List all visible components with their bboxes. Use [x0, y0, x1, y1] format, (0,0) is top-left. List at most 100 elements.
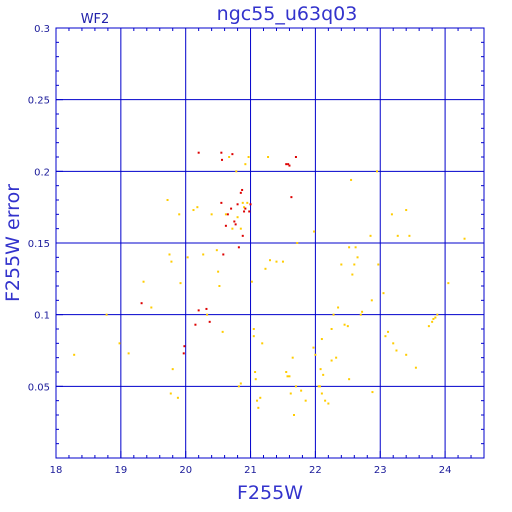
yellow-data-point — [250, 280, 253, 283]
red-data-point — [287, 163, 290, 166]
yellow-data-point — [150, 306, 153, 309]
yellow-data-point — [215, 249, 218, 252]
axis-ticks: 18 19 20 21 22 23 24 0.05 0.1 0.15 0.2 0.25 0.3 — [28, 24, 484, 476]
yellow-data-point — [327, 402, 330, 405]
red-data-point — [236, 203, 239, 206]
yellow-data-point — [313, 230, 316, 233]
yellow-data-point — [359, 313, 362, 316]
yellow-data-point — [361, 310, 364, 313]
yellow-data-point — [292, 414, 295, 416]
yellow-data-point — [289, 392, 292, 395]
yellow-data-point — [436, 313, 439, 316]
yellow-data-point — [228, 156, 231, 158]
yellow-data-point — [217, 270, 220, 273]
red-data-point — [237, 246, 240, 249]
yellow-data-point — [335, 356, 338, 359]
red-data-point — [197, 151, 200, 154]
yellow-data-point — [330, 328, 333, 330]
red-data-point — [208, 320, 211, 323]
yellow-data-point — [300, 389, 303, 392]
yellow-data-point — [244, 163, 247, 166]
yellow-data-point — [236, 216, 239, 219]
red-data-point — [248, 210, 251, 213]
yellow-data-point — [288, 375, 291, 378]
red-data-point — [241, 188, 244, 191]
yellow-data-point — [427, 325, 430, 328]
yellow-data-point — [431, 320, 434, 323]
yellow-data-point — [351, 273, 354, 276]
yellow-data-point — [218, 285, 221, 287]
yellow-data-point — [243, 206, 246, 209]
yellow-data-point — [387, 330, 390, 333]
yellow-data-point — [408, 234, 411, 237]
x-tick-label: 18 — [50, 465, 63, 476]
yellow-data-point — [319, 368, 322, 371]
yellow-data-point — [348, 246, 351, 249]
yellow-data-point — [239, 227, 242, 230]
yellow-data-point — [286, 375, 289, 378]
yellow-data-point — [314, 353, 317, 356]
yellow-data-point — [317, 385, 320, 388]
yellow-data-point — [267, 156, 270, 158]
red-data-point — [222, 253, 225, 256]
yellow-data-point — [275, 260, 278, 263]
y-axis-label: F255W error — [2, 184, 24, 302]
yellow-data-point — [320, 392, 323, 395]
yellow-data-point — [186, 256, 189, 259]
red-data-point — [220, 201, 223, 204]
red-data-point — [231, 153, 234, 156]
yellow-data-point — [395, 349, 398, 352]
yellow-data-point — [237, 385, 240, 388]
yellow-data-point — [324, 399, 327, 402]
yellow-data-point — [396, 234, 399, 237]
yellow-data-point — [356, 256, 359, 259]
yellow-data-point — [247, 156, 250, 158]
y-tick-label: 0.05 — [28, 382, 50, 393]
yellow-data-point — [291, 356, 294, 359]
yellow-data-point — [264, 267, 267, 270]
yellow-data-point — [377, 263, 380, 266]
yellow-data-point — [235, 170, 238, 173]
x-tick-label: 23 — [374, 465, 387, 476]
yellow-data-point — [118, 342, 121, 345]
yellow-data-point — [318, 385, 321, 388]
yellow-data-point — [354, 246, 357, 249]
yellow-data-point — [241, 201, 244, 204]
red-data-point — [224, 224, 227, 227]
yellow-data-point — [224, 213, 227, 216]
yellow-data-point — [382, 292, 385, 295]
yellow-data-point — [269, 259, 271, 262]
red-data-point — [197, 309, 200, 312]
yellow-data-point — [330, 359, 333, 362]
yellow-data-point — [73, 353, 76, 356]
yellow-data-point — [405, 209, 408, 212]
red-data-point — [243, 210, 246, 213]
yellow-data-point — [239, 382, 242, 385]
yellow-data-point — [348, 378, 351, 381]
yellow-data-point — [414, 366, 417, 369]
yellow-data-point — [304, 399, 307, 402]
yellow-data-point — [320, 338, 323, 341]
yellow-data-point — [370, 299, 373, 302]
red-data-point — [239, 191, 242, 194]
grid-lines — [55, 27, 484, 458]
yellow-data-point — [196, 206, 199, 209]
yellow-data-point — [176, 396, 179, 399]
yellow-data-point — [202, 253, 205, 256]
red-data-point — [234, 223, 237, 226]
yellow-data-point — [169, 392, 172, 395]
yellow-data-point — [252, 328, 255, 330]
yellow-data-point — [405, 353, 408, 356]
data-points — [73, 151, 466, 416]
yellow-data-point — [343, 323, 346, 326]
yellow-data-point — [312, 346, 315, 349]
y-tick-label: 0.25 — [28, 96, 50, 107]
red-data-point — [183, 345, 186, 348]
yellow-data-point — [221, 330, 224, 333]
yellow-data-point — [346, 325, 349, 328]
yellow-data-point — [142, 280, 145, 283]
yellow-data-point — [166, 199, 169, 201]
red-data-point — [244, 207, 247, 210]
panel-label: WF2 — [81, 12, 110, 27]
y-tick-label: 0.3 — [34, 24, 50, 35]
